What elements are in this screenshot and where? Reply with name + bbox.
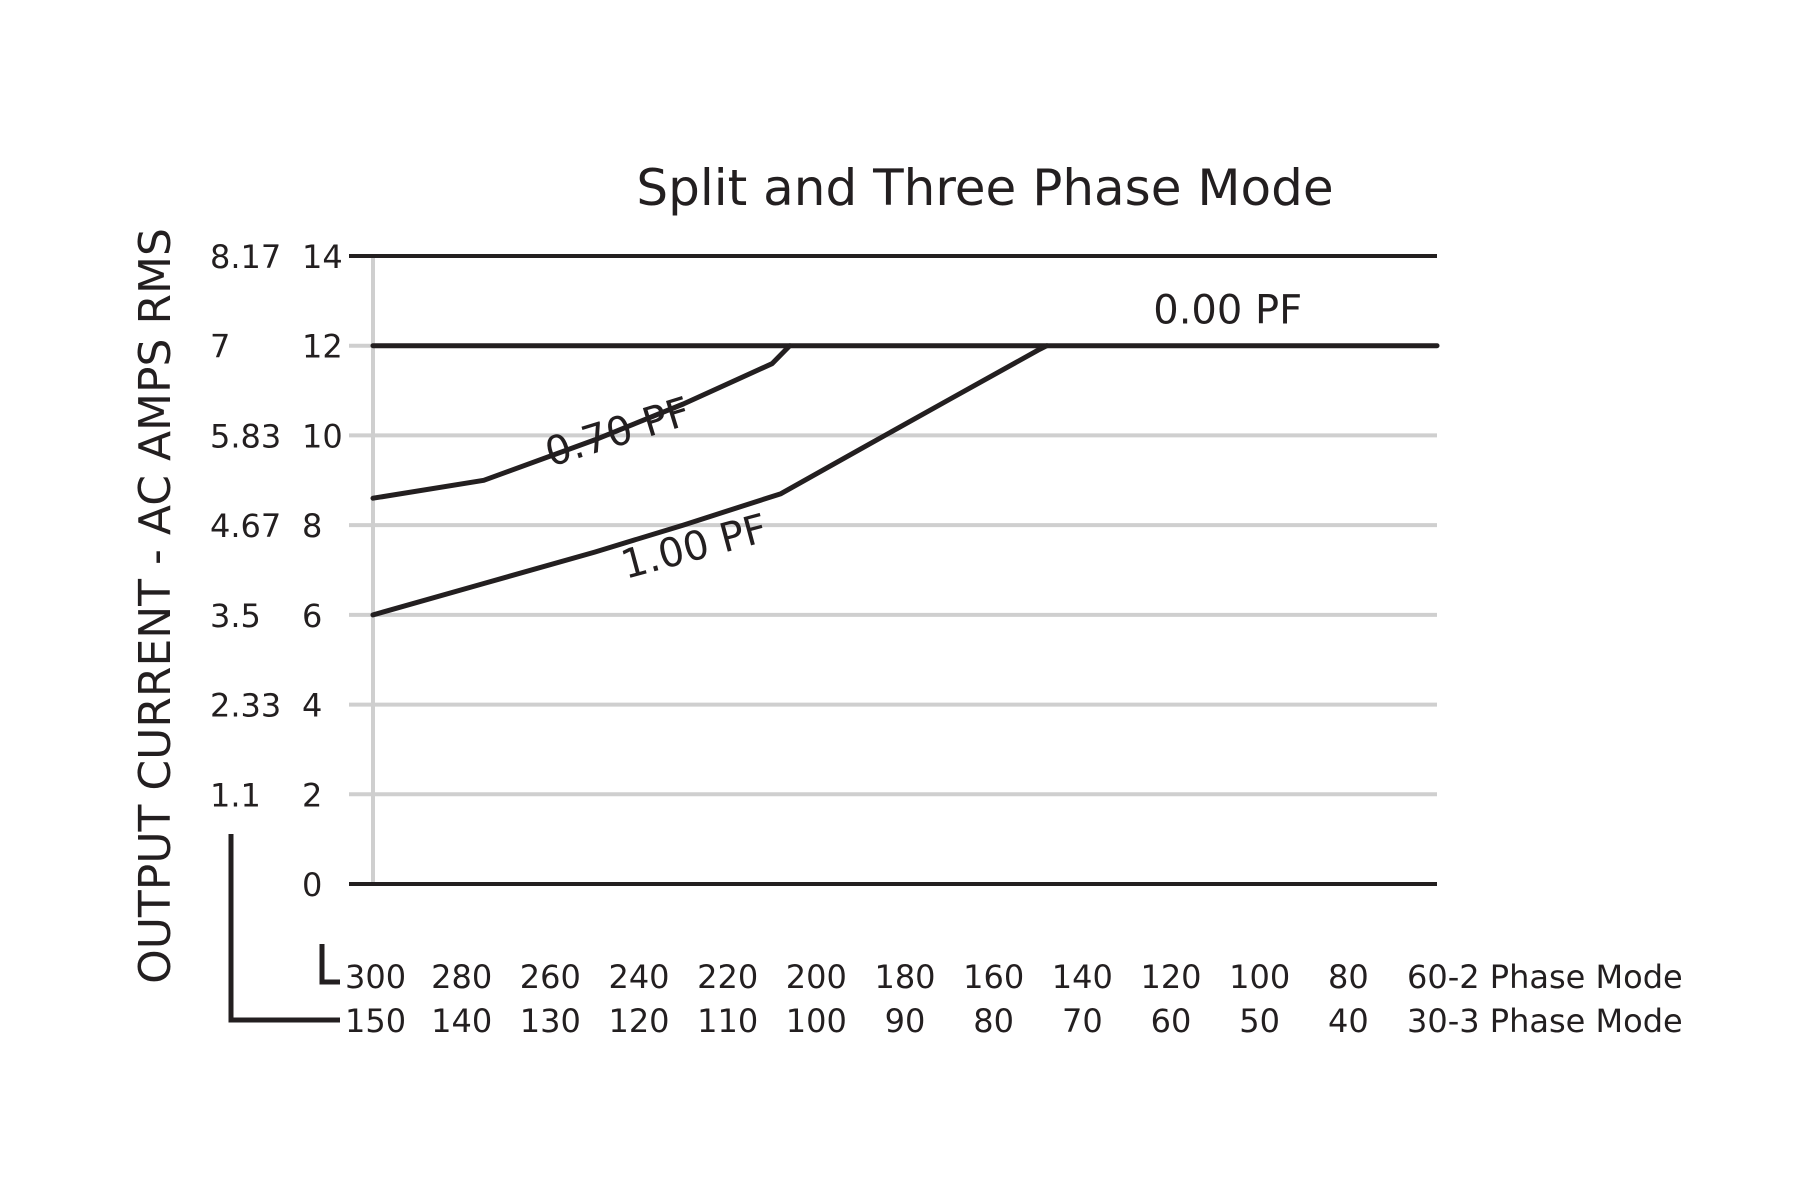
y-tick-label-alt: 7 — [210, 328, 230, 366]
x-tick-label-3phase: 100 — [786, 1002, 847, 1040]
three-phase-axis-bracket — [228, 834, 340, 1023]
x-tick-label-2phase: 240 — [608, 958, 669, 996]
x-tick-label-3phase: 120 — [608, 1002, 669, 1040]
y-tick-label: 12 — [302, 328, 343, 366]
series-label-1: 0.00 PF — [1153, 287, 1302, 333]
series-label-2: 0.70 PF — [540, 389, 696, 477]
y-tick-label-alt: 8.17 — [210, 238, 281, 276]
x-tick-label-3phase: 150 — [345, 1002, 406, 1040]
y-tick-label: 6 — [302, 597, 322, 635]
x-tick-label-2phase: 80 — [1328, 958, 1369, 996]
y-tick-label-alt: 3.5 — [210, 597, 261, 635]
y-tick-label-alt: 4.67 — [210, 507, 281, 545]
x-tick-label-2phase: 220 — [697, 958, 758, 996]
two-phase-axis-bracket — [319, 944, 340, 985]
x-tick-label-3phase: 90 — [885, 1002, 926, 1040]
y-tick-label: 2 — [302, 776, 322, 814]
y-tick-label-alt: 2.33 — [210, 687, 281, 725]
x-tick-label-3phase: 70 — [1062, 1002, 1103, 1040]
y-tick-label: 14 — [302, 238, 343, 276]
y-tick-label-alt: 1.1 — [210, 776, 261, 814]
series-line-3 — [370, 343, 1050, 618]
x-tick-label-3phase: 60 — [1151, 1002, 1192, 1040]
x-tick-label-3phase: 110 — [697, 1002, 758, 1040]
x-tick-label-3phase: 30-3 Phase Mode — [1407, 1002, 1683, 1040]
x-tick-label-2phase: 300 — [345, 958, 406, 996]
y-tick-label-alt: 5.83 — [210, 417, 281, 455]
x-tick-label-2phase: 160 — [963, 958, 1024, 996]
x-tick-label-3phase: 50 — [1239, 1002, 1280, 1040]
x-tick-label-3phase: 130 — [520, 1002, 581, 1040]
x-tick-label-3phase: 80 — [973, 1002, 1014, 1040]
x-tick-label-2phase: 100 — [1229, 958, 1290, 996]
series-line-2 — [370, 343, 793, 501]
y-axis-title: OUTPUT CURRENT - AC AMPS RMS — [130, 228, 181, 984]
x-tick-label-2phase: 60-2 Phase Mode — [1407, 958, 1683, 996]
x-tick-label-2phase: 280 — [431, 958, 492, 996]
y-tick-label: 4 — [302, 687, 322, 725]
series-label-3: 1.00 PF — [616, 506, 772, 589]
x-tick-label-2phase: 180 — [874, 958, 935, 996]
y-tick-label: 8 — [302, 507, 322, 545]
x-tick-label-2phase: 200 — [786, 958, 847, 996]
x-tick-label-2phase: 260 — [520, 958, 581, 996]
y-tick-label: 10 — [302, 417, 343, 455]
x-tick-label-3phase: 40 — [1328, 1002, 1369, 1040]
x-tick-label-2phase: 120 — [1140, 958, 1201, 996]
chart-title: Split and Three Phase Mode — [636, 159, 1333, 217]
y-tick-label: 0 — [302, 866, 322, 904]
x-tick-label-3phase: 140 — [431, 1002, 492, 1040]
x-tick-label-2phase: 140 — [1052, 958, 1113, 996]
